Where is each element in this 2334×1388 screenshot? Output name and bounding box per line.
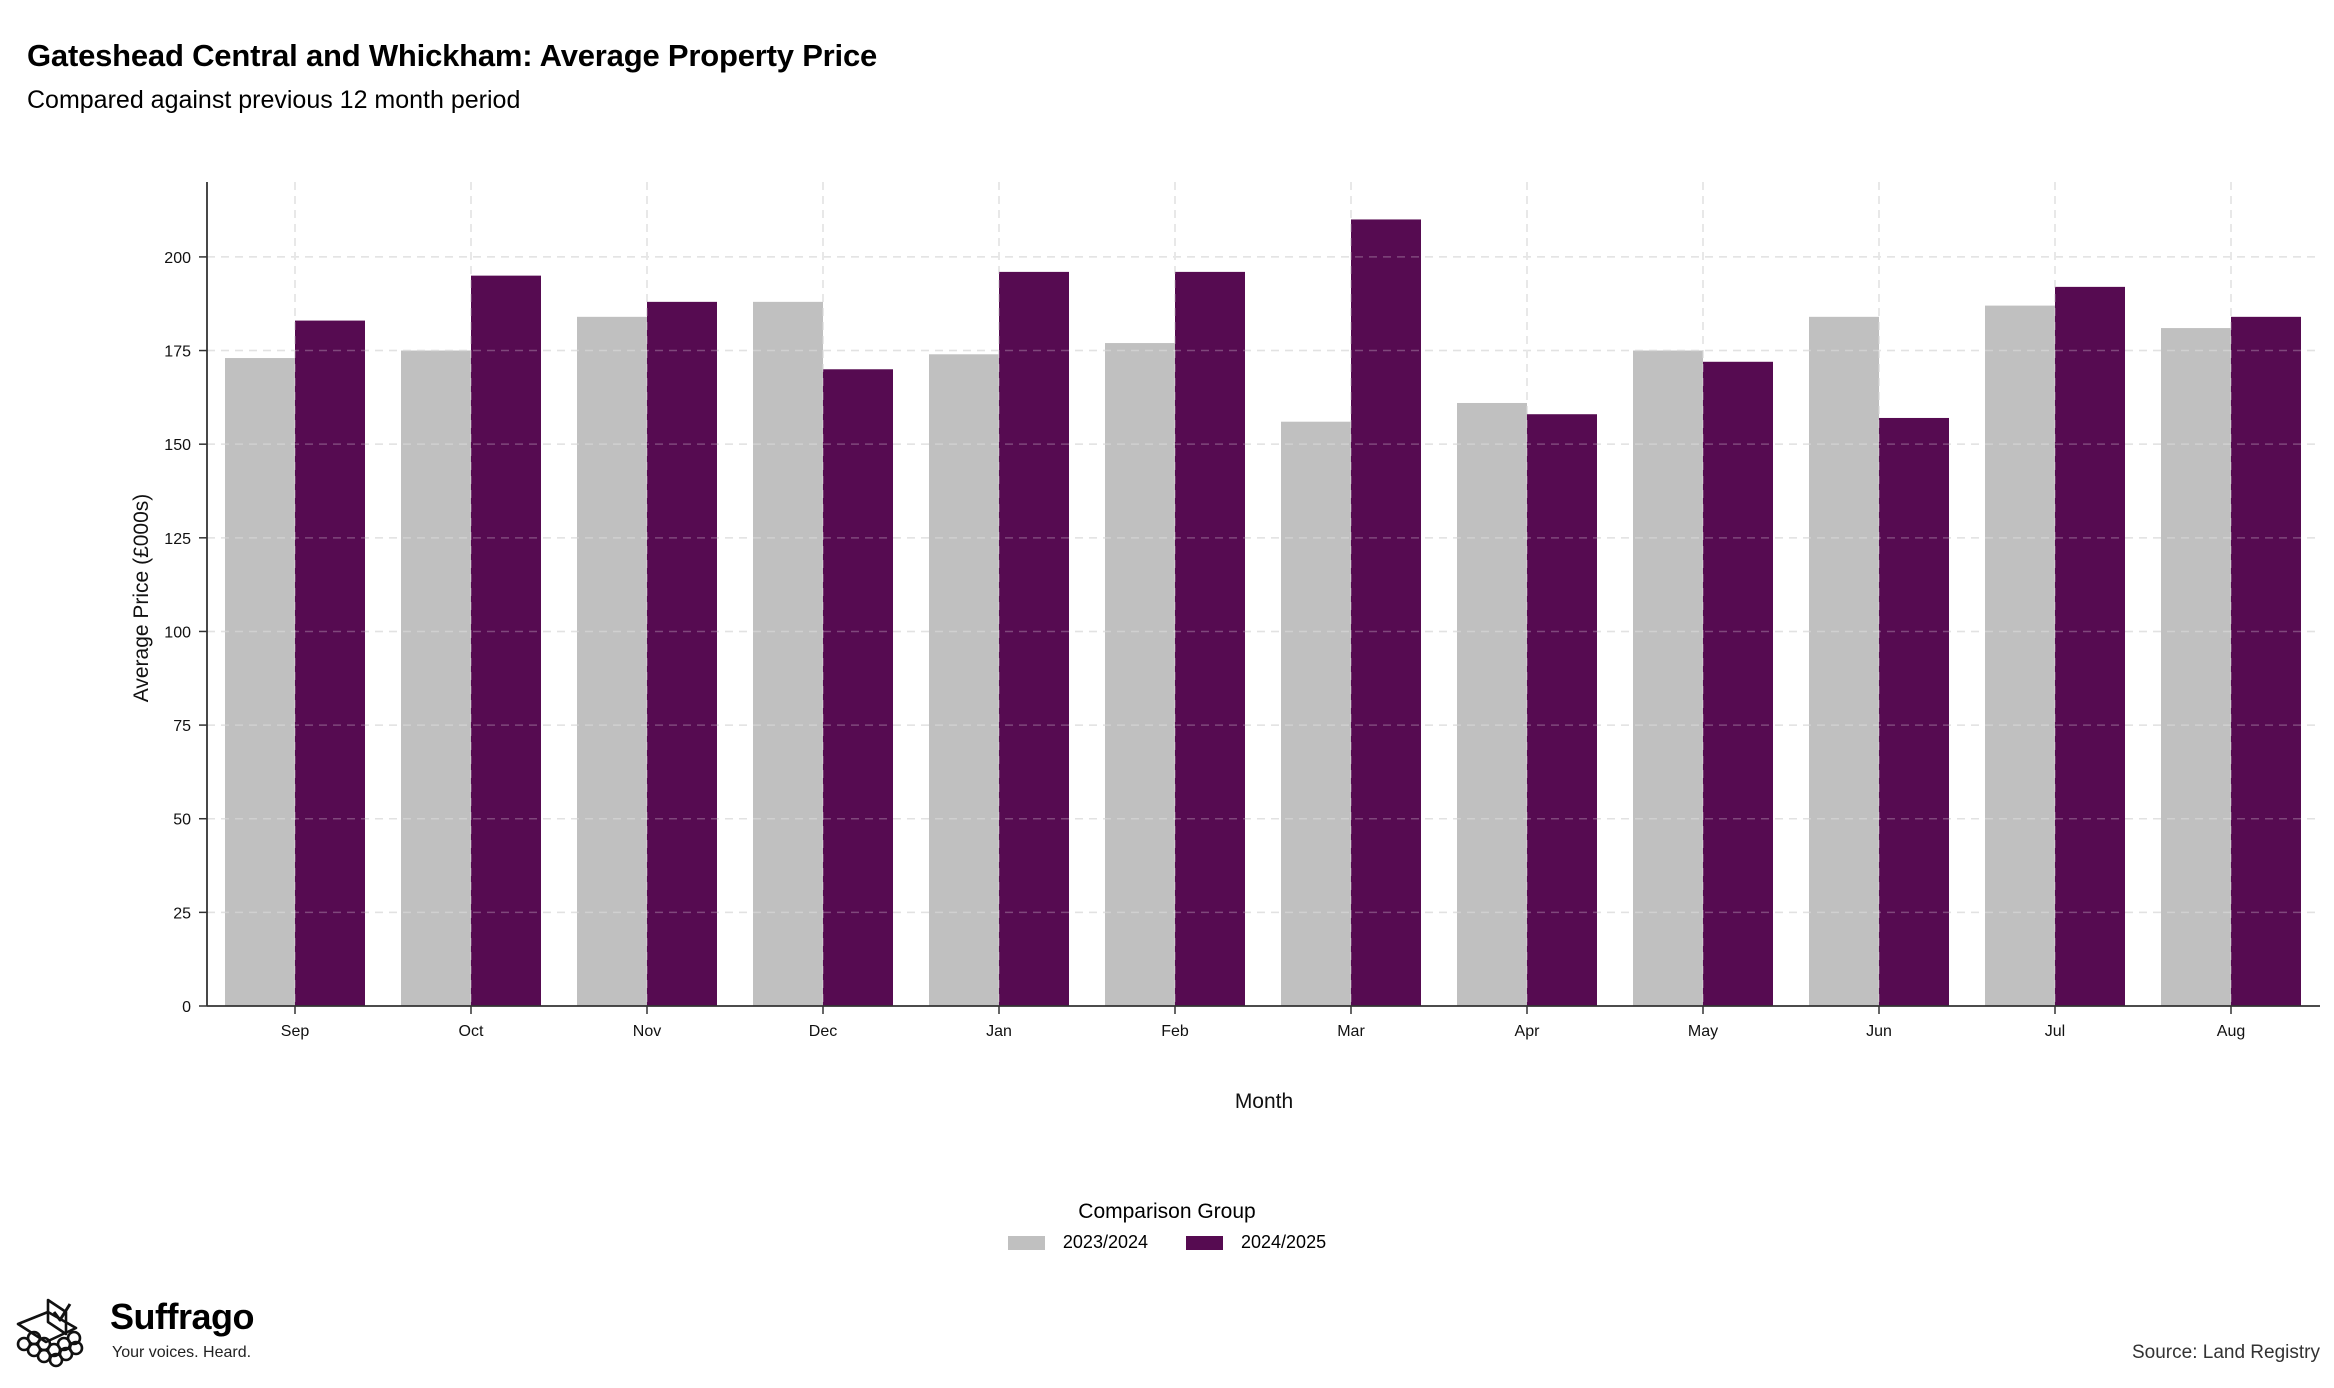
bar-2024-2025-dec bbox=[823, 369, 893, 1007]
y-tick-label: 0 bbox=[182, 999, 191, 1016]
bar-2024-2025-oct bbox=[471, 275, 541, 1006]
bar-2023-2024-dec bbox=[753, 301, 823, 1006]
bar-2024-2025-sep bbox=[295, 320, 365, 1007]
ballot-box-logo-icon bbox=[16, 1298, 84, 1368]
x-tick-label: Nov bbox=[633, 1023, 661, 1040]
bar-2024-2025-apr bbox=[1527, 414, 1597, 1007]
bars bbox=[207, 182, 2320, 1007]
bar-2023-2024-jun bbox=[1809, 316, 1879, 1006]
bar-2024-2025-may bbox=[1703, 361, 1773, 1006]
y-tick-label: 150 bbox=[164, 437, 191, 454]
bar-chart: 0 25 50 75 100 125 150 175 200 Sep Oct Nov Dec Jan Feb… bbox=[130, 182, 2320, 1113]
legend: Comparison Group 2023/2024 2024/2025 bbox=[0, 1200, 2334, 1253]
x-axis-title: Month bbox=[1235, 1090, 1293, 1113]
brand-name: Suffrago bbox=[110, 1296, 255, 1337]
x-tick-label: Jan bbox=[986, 1023, 1012, 1040]
legend-item-2024-2025: 2024/2025 bbox=[1186, 1232, 1326, 1253]
bar-2023-2024-may bbox=[1633, 350, 1703, 1007]
bar-2024-2025-jul bbox=[2055, 286, 2125, 1006]
bar-2023-2024-feb bbox=[1105, 343, 1175, 1006]
bar-2023-2024-mar bbox=[1281, 421, 1351, 1006]
bar-2023-2024-apr bbox=[1457, 402, 1527, 1006]
x-tick-label: Mar bbox=[1337, 1023, 1365, 1040]
bar-2023-2024-sep bbox=[225, 358, 295, 1006]
bar-2023-2024-aug bbox=[2161, 328, 2231, 1006]
bar-2023-2024-jan bbox=[929, 354, 999, 1007]
legend-swatch-2023-2024 bbox=[1007, 1235, 1045, 1250]
bar-2023-2024-jul bbox=[1985, 305, 2055, 1007]
x-tick-label: Aug bbox=[2217, 1023, 2245, 1040]
legend-label-2024-2025: 2024/2025 bbox=[1241, 1232, 1327, 1252]
y-tick-label: 175 bbox=[164, 344, 191, 361]
x-tick-label: Feb bbox=[1161, 1023, 1189, 1040]
y-tick-label: 125 bbox=[164, 531, 191, 548]
y-tick-label: 50 bbox=[173, 812, 191, 829]
legend-item-2023-2024: 2023/2024 bbox=[1007, 1232, 1148, 1253]
legend-title: Comparison Group bbox=[1078, 1200, 1256, 1223]
x-tick-label: May bbox=[1688, 1023, 1718, 1040]
bar-2023-2024-nov bbox=[577, 316, 647, 1006]
chart-subtitle: Compared against previous 12 month perio… bbox=[27, 86, 521, 114]
x-tick-label: Jul bbox=[2045, 1023, 2065, 1040]
brand-tagline: Your voices. Heard. bbox=[112, 1344, 252, 1361]
bar-2024-2025-jan bbox=[999, 271, 1069, 1007]
bar-2024-2025-aug bbox=[2231, 316, 2301, 1006]
y-axis-title: Average Price (£000s) bbox=[130, 494, 153, 703]
x-tick-label: Oct bbox=[459, 1023, 484, 1040]
bar-2024-2025-nov bbox=[647, 301, 717, 1006]
y-tick-label: 25 bbox=[173, 905, 191, 922]
legend-items: 2023/2024 2024/2025 bbox=[0, 1232, 2334, 1253]
y-tick-label: 100 bbox=[164, 624, 191, 641]
bar-2024-2025-feb bbox=[1175, 271, 1245, 1007]
x-tick-label: Apr bbox=[1515, 1023, 1541, 1040]
bar-2024-2025-jun bbox=[1879, 417, 1949, 1006]
x-tick-label: Sep bbox=[281, 1023, 310, 1040]
bar-2024-2025-mar bbox=[1351, 219, 1421, 1007]
tick-labels: 0 25 50 75 100 125 150 175 200 Sep Oct Nov Dec Jan Feb… bbox=[164, 250, 2245, 1040]
x-tick-label: Dec bbox=[809, 1023, 837, 1040]
legend-swatch-2024-2025 bbox=[1186, 1235, 1223, 1250]
y-tick-label: 200 bbox=[164, 250, 191, 267]
legend-label-2023-2024: 2023/2024 bbox=[1062, 1232, 1148, 1252]
source-note: Source: Land Registry bbox=[2132, 1342, 2320, 1363]
x-tick-label: Jun bbox=[1866, 1023, 1892, 1040]
axes bbox=[199, 182, 2320, 1014]
bar-2023-2024-oct bbox=[401, 350, 471, 1007]
chart-title: Gateshead Central and Whickham: Average … bbox=[27, 38, 878, 73]
y-tick-label: 75 bbox=[173, 718, 191, 735]
